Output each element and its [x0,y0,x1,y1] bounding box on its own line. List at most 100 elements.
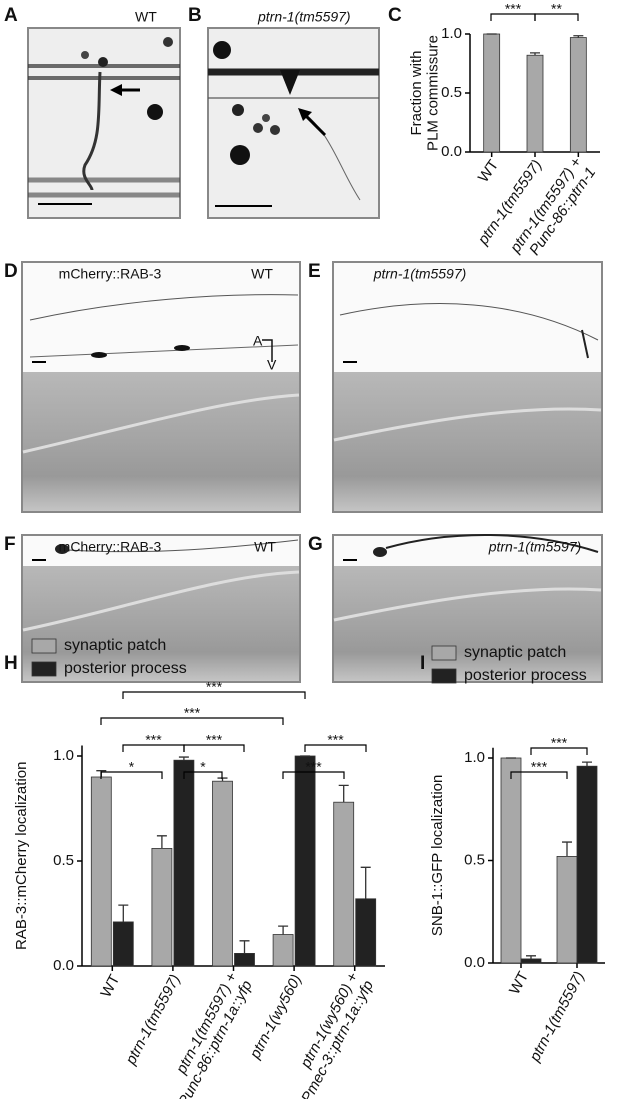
error-bar [526,955,536,959]
significance-label: *** [206,732,223,748]
axis-label: A [253,333,263,349]
significance-label: *** [206,679,223,695]
error-bar [118,904,129,922]
significance-bracket [534,13,579,21]
error-bar [278,925,289,935]
legend-swatch [31,638,57,654]
x-tick-label: WT [475,157,502,186]
panel-title: ptrn-1(tm5597) [257,9,351,25]
x-tick-label: WT [506,969,532,998]
bar [355,898,377,967]
bar [333,801,355,967]
error-bar [360,866,371,899]
legend-label: synaptic patch [464,644,566,661]
x-tick-label: ptrn-1(tm5597) [526,969,588,1065]
legend-swatch [431,645,457,661]
panel-title: WT [135,9,157,25]
y-tick-label: 0.0 [464,954,485,971]
bar [173,759,195,967]
axis-label: V [267,357,277,373]
panel-title: ptrn-1(tm5597) [488,539,582,555]
bar [483,33,501,153]
error-bar [239,940,250,954]
panel-label: C [388,5,402,26]
error-bar [530,52,540,56]
significance-label: *** [145,732,162,748]
micrograph [21,261,301,513]
micrograph [332,533,603,683]
x-tick-label: ptrn-1(tm5597) +Punc-86::ptrn-1 [506,154,599,267]
panel-title: WT [251,266,273,282]
significance-bracket [100,717,284,725]
marker-label: mCherry::RAB-3 [59,539,162,555]
error-bar [562,841,572,857]
panel-title: WT [254,539,276,555]
significance-bracket [304,744,367,752]
y-tick-label: 0.5 [441,84,462,101]
significance-bracket [100,771,163,779]
bar [151,848,173,967]
y-axis-label: RAB-3::mCherry localization [13,762,30,950]
legend-label: posterior process [464,667,587,684]
marker-label: mCherry::RAB-3 [59,266,162,282]
y-tick-label: 0.0 [53,957,74,974]
y-tick-label: 0.5 [53,852,74,869]
bar [556,856,578,964]
panel-label: H [4,653,18,674]
bar [272,934,294,967]
y-axis-label: Fraction withPLM commissure [408,35,442,151]
bar [526,54,544,153]
panel-title: ptrn-1(tm5597) [373,266,467,282]
error-bar [178,756,189,761]
bar [569,37,587,153]
significance-bracket [183,744,245,752]
panel-label: I [420,653,425,674]
micrograph [207,27,380,219]
significance-label: * [129,759,135,775]
significance-label: *** [327,732,344,748]
significance-bracket [183,771,223,779]
y-tick-label: 1.0 [53,747,74,764]
micrograph [21,534,301,683]
y-tick-label: 0.0 [441,143,462,160]
bar [212,780,233,967]
legend-label: synaptic patch [64,637,166,654]
bar [576,765,598,964]
x-tick-label: ptrn-1(tm5597) [122,972,184,1068]
y-tick-label: 0.5 [464,851,485,868]
panel-label: E [308,261,321,282]
panel-label: G [308,534,323,555]
error-bar [573,35,584,38]
bar [520,958,542,964]
bar [500,757,522,964]
panel-label: D [4,261,18,282]
y-axis-label: SNB-1::GFP localization [429,775,446,936]
error-bar [156,835,167,849]
legend-swatch [431,668,457,684]
panel-label: B [188,5,202,26]
error-bar [582,761,592,767]
legend-label: posterior process [64,660,187,677]
significance-bracket [122,691,306,699]
legend-swatch [31,661,57,677]
error-bar [338,784,349,803]
y-tick-label: 1.0 [464,749,485,766]
bar [112,921,134,967]
significance-label: *** [551,735,568,751]
significance-label: ** [551,1,562,17]
significance-bracket [282,771,345,779]
micrograph [27,27,181,219]
significance-bracket [530,747,588,755]
significance-label: *** [505,1,522,17]
significance-label: *** [184,705,201,721]
significance-label: *** [305,759,322,775]
y-tick-label: 1.0 [441,25,462,42]
panel-label: A [4,5,18,26]
panel-label: F [4,534,16,555]
significance-label: * [200,759,206,775]
significance-bracket [510,771,568,779]
x-tick-label: WT [97,972,123,1001]
bar [234,953,255,967]
micrograph [332,261,603,513]
